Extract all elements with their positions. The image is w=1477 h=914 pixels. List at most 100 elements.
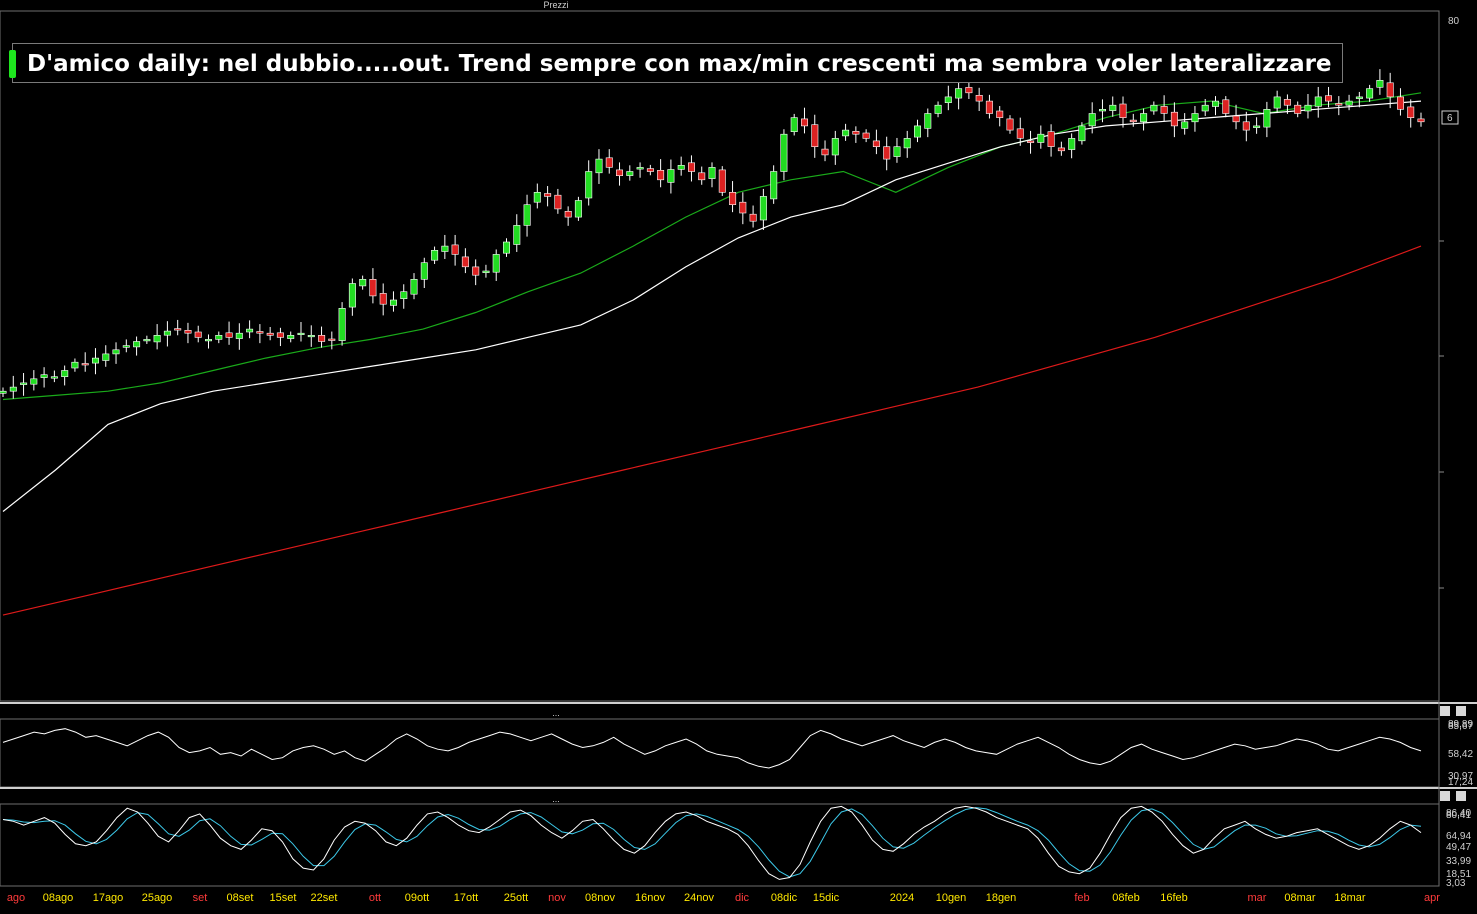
x-tick-label: 08nov: [585, 892, 615, 904]
candle-body: [359, 278, 367, 287]
candle-body: [944, 96, 952, 104]
candle-body: [307, 334, 315, 338]
osc1-axis-label: 58,42: [1448, 749, 1473, 760]
candle-body: [903, 138, 911, 149]
candle-body: [297, 332, 305, 336]
price-series-group: [0, 69, 1425, 616]
candle-body: [1273, 96, 1281, 109]
x-tick-label: 15set: [270, 892, 297, 904]
x-tick-label: 24nov: [684, 892, 714, 904]
candle-body: [605, 157, 613, 168]
candle-body: [1150, 104, 1158, 112]
x-tick-label: ott: [369, 892, 381, 904]
candle-body: [1057, 147, 1065, 152]
candle-body: [1088, 113, 1096, 127]
candle-body: [1170, 111, 1178, 127]
candle-body: [749, 213, 757, 222]
candle-body: [1068, 138, 1076, 150]
candle-body: [893, 146, 901, 157]
candle-body: [1037, 133, 1045, 143]
oscillator-2-main-line: [2, 805, 1422, 880]
candle-body: [975, 95, 983, 102]
candle-body: [1335, 103, 1343, 106]
candle-body: [1345, 100, 1353, 106]
candle-body: [461, 256, 469, 268]
candle-body: [389, 299, 397, 306]
candle-body: [420, 262, 428, 280]
candle-body: [122, 345, 130, 348]
osc2-axis-label: 49,47: [1446, 842, 1471, 853]
moving-average-3: [2, 245, 1422, 616]
osc1-axis-label: 30,97: [1448, 771, 1473, 782]
candle-body: [20, 382, 28, 385]
candle-body: [225, 332, 233, 338]
candle-body: [102, 353, 110, 361]
candle-body: [50, 376, 58, 379]
candle-body: [472, 266, 480, 276]
candle-body: [1016, 128, 1024, 139]
candle-body: [1386, 82, 1394, 98]
x-tick-label: 08feb: [1112, 892, 1140, 904]
candle-body: [862, 132, 870, 139]
candle-body: [1006, 118, 1014, 131]
candle-body: [780, 133, 788, 172]
candle-body: [1355, 96, 1363, 99]
candle-body: [872, 140, 880, 147]
x-tick-label: 2024: [890, 892, 914, 904]
last-value-box: [1441, 110, 1459, 125]
x-tick-label: mar: [1248, 892, 1267, 904]
candle-body: [1201, 104, 1209, 112]
candle-body: [441, 245, 449, 252]
candle-body: [348, 283, 356, 308]
osc2-panel-frame: [0, 803, 1440, 887]
panel-control-icon: [1440, 791, 1450, 801]
candle-body: [318, 334, 326, 342]
candle-body: [1047, 131, 1055, 147]
candle-body: [174, 328, 182, 331]
x-tick-label: 18mar: [1334, 892, 1366, 904]
candle-body: [1140, 113, 1148, 123]
x-tick-label: 22set: [311, 892, 338, 904]
candle-body: [708, 167, 716, 179]
candle-body: [533, 192, 541, 203]
x-tick-label: 15dic: [813, 892, 840, 904]
candle-body: [636, 167, 644, 170]
candle-body: [698, 172, 706, 181]
candle-body: [883, 146, 891, 160]
osc2-axis-label: 64,94: [1446, 831, 1471, 842]
price-axis-label: 80: [1448, 16, 1460, 27]
candle-body: [1263, 109, 1271, 128]
candle-body: [492, 254, 500, 273]
candle-body: [985, 100, 993, 114]
osc1-axis-label: 17,24: [1448, 777, 1473, 788]
candle-body: [1027, 140, 1035, 143]
x-tick-label: 17ago: [93, 892, 124, 904]
x-tick-label: 25ott: [504, 892, 528, 904]
candle-body: [1129, 119, 1137, 123]
candle-body: [256, 331, 264, 334]
candle-body: [379, 293, 387, 305]
candle-body: [1376, 80, 1384, 88]
candle-body: [585, 171, 593, 199]
candle-body: [482, 270, 490, 274]
x-tick-label: feb: [1074, 892, 1089, 904]
candle-body: [800, 118, 808, 127]
candle-body: [523, 204, 531, 226]
osc1-panel-frame: [0, 718, 1440, 788]
x-tick-label: apr: [1424, 892, 1440, 904]
candle-body: [194, 331, 202, 338]
candle-body: [965, 87, 973, 94]
x-tick-label: 09ott: [405, 892, 429, 904]
x-tick-labels-group: ago 08ago 17ago 25ago set 08set 15set 22set ott 0…: [7, 892, 1440, 904]
annotation-marker-icon: [9, 50, 16, 78]
x-tick-label: 18gen: [986, 892, 1017, 904]
candle-body: [431, 250, 439, 261]
candle-body: [71, 361, 79, 369]
candle-body: [615, 169, 623, 176]
x-tick-label: 16feb: [1160, 892, 1188, 904]
candle-body: [9, 386, 17, 392]
annotation-text: D'amico daily: nel dubbio.....out. Trend…: [27, 51, 1332, 77]
x-tick-label: 25ago: [142, 892, 173, 904]
